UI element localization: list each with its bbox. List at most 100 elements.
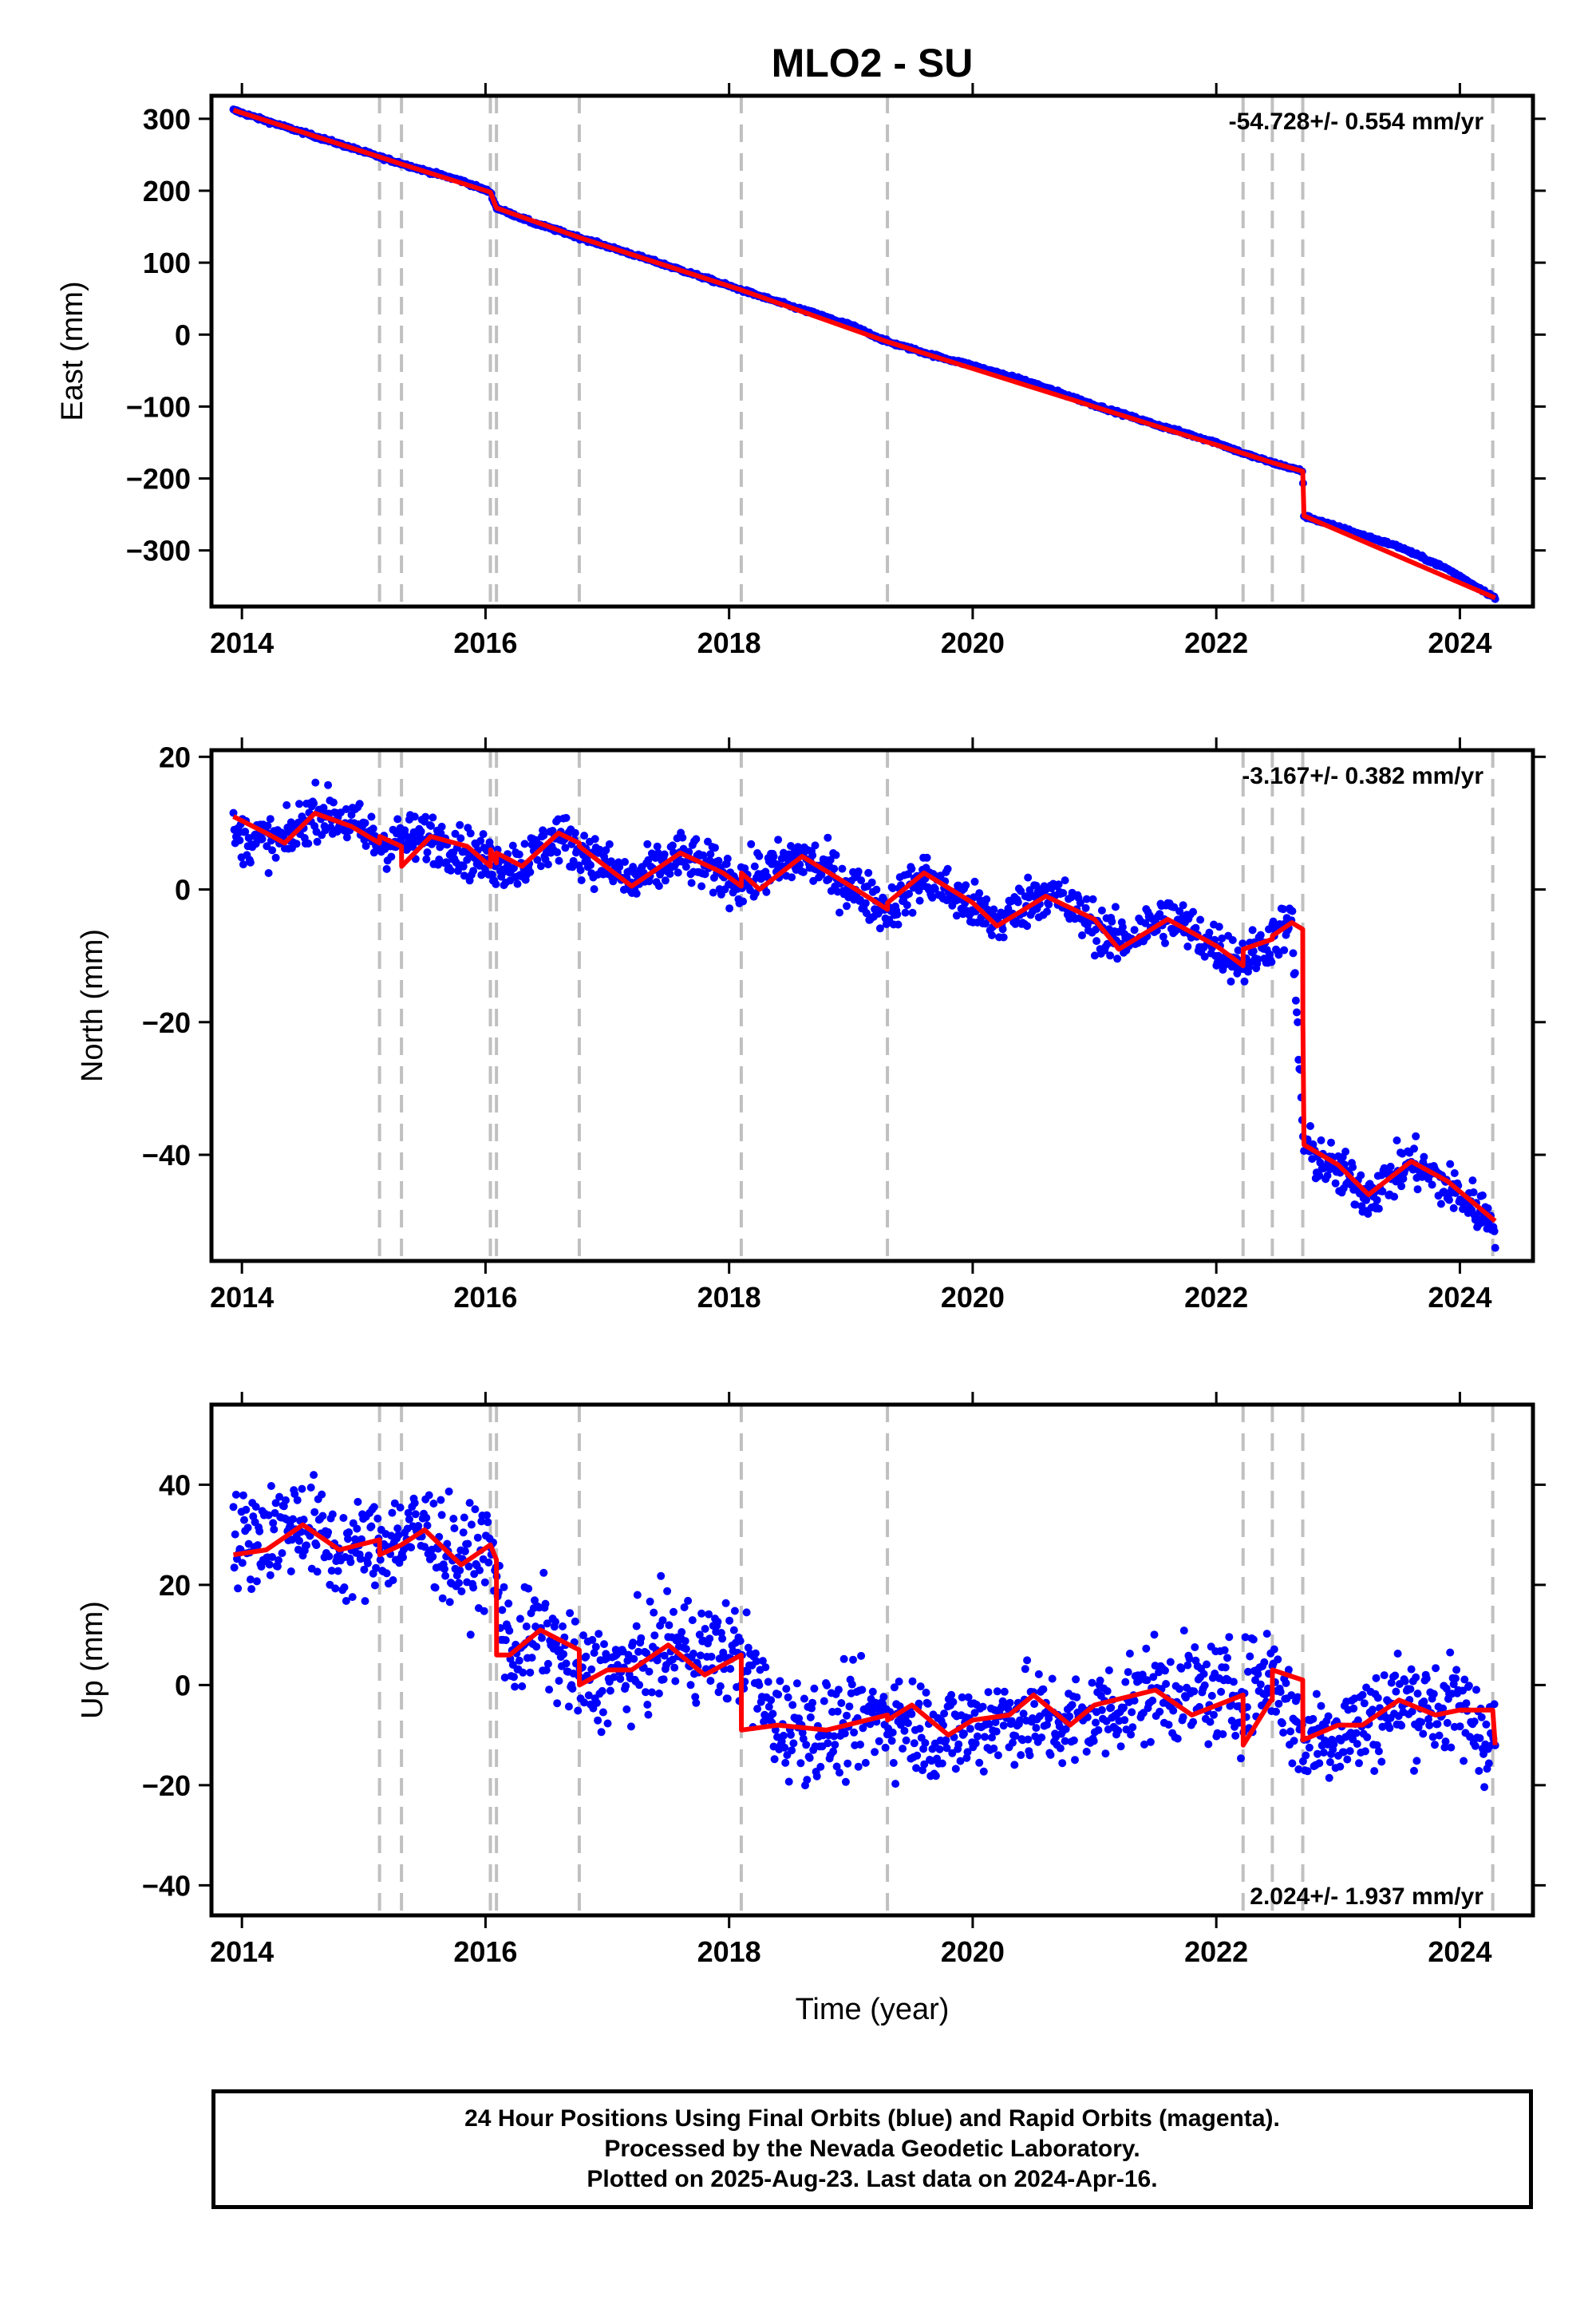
data-point	[753, 1657, 760, 1666]
data-point	[1269, 917, 1278, 926]
data-point	[1447, 1743, 1456, 1752]
data-point	[515, 1656, 523, 1665]
data-point	[670, 1607, 678, 1616]
data-point	[318, 1490, 326, 1499]
data-point	[1238, 939, 1247, 948]
data-point	[1034, 1670, 1043, 1678]
data-point	[963, 1748, 972, 1757]
data-point	[820, 1697, 828, 1705]
data-point	[1204, 1740, 1213, 1749]
data-point	[739, 897, 748, 906]
data-point	[1352, 1729, 1361, 1737]
data-point	[615, 863, 624, 871]
data-point	[621, 858, 629, 866]
data-point	[1205, 928, 1214, 937]
y-axis-label: East (mm)	[56, 281, 89, 421]
data-point	[1072, 1675, 1080, 1684]
data-point	[1476, 1734, 1484, 1742]
data-point	[1096, 1676, 1104, 1685]
data-point	[705, 1610, 713, 1618]
data-point	[849, 1655, 857, 1664]
data-point	[857, 876, 866, 885]
model-line	[232, 108, 1496, 600]
data-point	[1305, 1743, 1314, 1752]
data-point	[1419, 1729, 1428, 1738]
data-point	[595, 845, 604, 854]
data-point	[769, 852, 778, 861]
data-point	[1262, 1630, 1271, 1638]
data-point	[659, 1675, 668, 1684]
data-point	[460, 1513, 468, 1522]
data-point	[1190, 1687, 1199, 1696]
data-point	[579, 1631, 587, 1640]
data-point	[396, 1504, 405, 1512]
data-point	[1431, 1741, 1439, 1749]
data-point	[536, 862, 545, 871]
data-point	[551, 1618, 559, 1626]
data-point	[922, 1688, 930, 1697]
data-point	[598, 1686, 606, 1695]
data-point	[725, 1616, 734, 1625]
data-point	[539, 831, 548, 840]
data-point	[1325, 1773, 1333, 1782]
data-point	[268, 1553, 277, 1561]
data-point	[1412, 1757, 1421, 1765]
data-point	[704, 837, 712, 846]
data-point	[798, 1729, 807, 1737]
data-point	[520, 840, 529, 848]
data-point	[829, 1747, 838, 1756]
processing-note-box: 24 Hour Positions Using Final Orbits (bl…	[211, 2089, 1533, 2209]
data-point	[891, 1780, 900, 1788]
data-point	[930, 884, 939, 893]
data-point	[691, 1693, 700, 1701]
data-point	[670, 1663, 679, 1672]
data-point	[861, 1758, 870, 1767]
data-point	[990, 1744, 998, 1753]
data-point	[1362, 1196, 1371, 1204]
data-point	[290, 1490, 299, 1499]
data-point	[988, 1733, 996, 1742]
data-point	[1293, 1008, 1301, 1017]
data-point	[912, 1764, 921, 1773]
data-point	[367, 1522, 376, 1531]
data-point	[1291, 996, 1300, 1005]
data-point	[571, 828, 579, 837]
data-point	[1219, 1730, 1227, 1738]
data-point	[587, 861, 595, 869]
data-point	[1218, 934, 1227, 943]
data-point	[893, 910, 902, 919]
data-point	[539, 1568, 548, 1577]
data-point	[518, 1682, 527, 1690]
data-point	[940, 1709, 949, 1718]
data-point	[867, 878, 876, 887]
data-point	[1143, 1676, 1152, 1685]
data-point	[414, 1522, 423, 1530]
data-point	[1377, 1757, 1386, 1766]
data-point	[896, 881, 905, 890]
data-point	[239, 1491, 247, 1500]
data-point	[511, 1682, 519, 1691]
panel-2: 2014 2016 2018 2020 2022 2024 −40 −20 0 20 North (…	[76, 737, 1546, 1314]
data-point	[633, 1591, 642, 1599]
data-point	[324, 1528, 333, 1536]
data-point	[1128, 1708, 1136, 1717]
data-point	[1227, 977, 1235, 986]
data-point	[294, 1545, 302, 1554]
data-point	[1449, 1203, 1458, 1212]
data-point	[484, 1558, 493, 1567]
data-point	[668, 841, 677, 850]
data-point	[1390, 1192, 1399, 1201]
data-point	[812, 1772, 821, 1780]
figure-title: MLO2 - SU	[772, 41, 974, 85]
data-point	[789, 1739, 798, 1748]
data-point	[871, 1748, 879, 1757]
data-point	[1017, 887, 1025, 895]
y-tick-label: −300	[126, 535, 191, 567]
data-point	[705, 856, 714, 864]
data-point	[346, 1558, 355, 1567]
data-point	[614, 1661, 622, 1670]
data-point	[837, 1699, 846, 1707]
data-point	[747, 840, 756, 848]
data-point	[1009, 1738, 1017, 1747]
